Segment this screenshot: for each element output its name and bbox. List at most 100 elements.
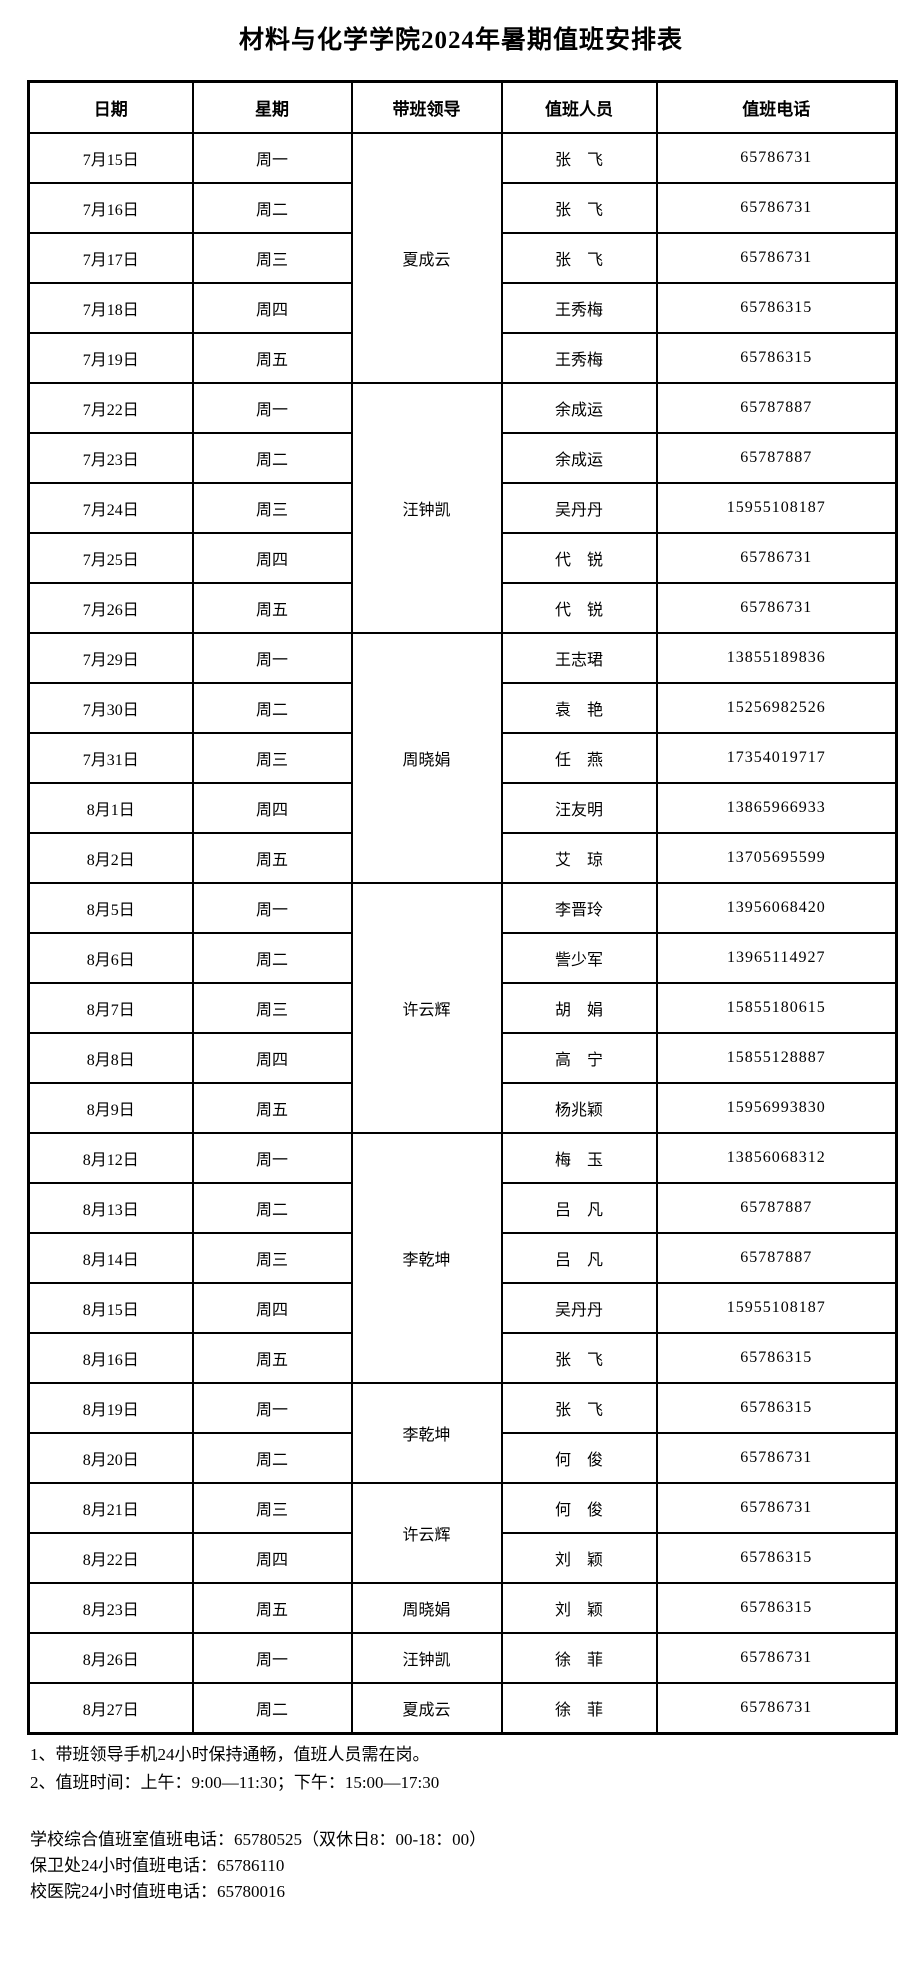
cell-phone: 13956068420 <box>655 882 898 934</box>
note-line-2: 2、值班时间：上午：9:00—11:30；下午：15:00—17:30 <box>30 1773 440 1792</box>
cell-phone: 15855128887 <box>655 1032 898 1084</box>
cell-date: 8月19日 <box>27 1382 194 1434</box>
cell-phone: 65787887 <box>655 432 898 484</box>
table-row: 8月7日 周三 胡 娟 15855180615 <box>27 982 898 1034</box>
cell-date: 8月12日 <box>27 1132 194 1184</box>
header-phone: 值班电话 <box>655 80 898 134</box>
cell-leader: 汪钟凯 <box>350 382 503 634</box>
table-row: 8月16日 周五 张 飞 65786315 <box>27 1332 898 1384</box>
table-row: 7月18日 周四 王秀梅 65786315 <box>27 282 898 334</box>
cell-person: 訾少军 <box>500 932 658 984</box>
cell-weekday: 周四 <box>191 1282 353 1334</box>
cell-person: 梅 玉 <box>500 1132 658 1184</box>
cell-date: 7月18日 <box>27 282 194 334</box>
cell-person: 汪友明 <box>500 782 658 834</box>
cell-phone: 13705695599 <box>655 832 898 884</box>
cell-weekday: 周五 <box>191 582 353 634</box>
cell-date: 8月14日 <box>27 1232 194 1284</box>
cell-person: 刘 颖 <box>500 1582 658 1634</box>
contact-line-hospital: 校医院24小时值班电话：65780016 <box>30 1882 285 1901</box>
table-row: 8月8日 周四 高 宁 15855128887 <box>27 1032 898 1084</box>
cell-weekday: 周二 <box>191 182 353 234</box>
cell-weekday: 周一 <box>191 882 353 934</box>
cell-weekday: 周四 <box>191 282 353 334</box>
header-weekday: 星期 <box>191 80 353 134</box>
table-row: 8月26日 周一 汪钟凯徐 菲 65786731 <box>27 1632 898 1684</box>
cell-person: 吕 凡 <box>500 1182 658 1234</box>
cell-phone: 13965114927 <box>655 932 898 984</box>
duty-schedule-table: 日期 星期 带班领导 值班人员 值班电话 7月15日 周一 夏成云张 飞 657867… <box>27 80 898 1735</box>
cell-leader: 周晓娟 <box>350 632 503 884</box>
cell-date: 8月9日 <box>27 1082 194 1134</box>
cell-weekday: 周一 <box>191 1382 353 1434</box>
table-row: 7月24日 周三 吴丹丹 15955108187 <box>27 482 898 534</box>
header-person: 值班人员 <box>500 80 658 134</box>
cell-date: 8月7日 <box>27 982 194 1034</box>
cell-date: 8月22日 <box>27 1532 194 1584</box>
table-row: 8月19日 周一 李乾坤张 飞 65786315 <box>27 1382 898 1484</box>
cell-date: 8月23日 <box>27 1582 194 1634</box>
cell-phone: 65786315 <box>655 332 898 384</box>
table-row: 8月14日 周三 吕 凡 65787887 <box>27 1232 898 1284</box>
cell-weekday: 周一 <box>191 632 353 684</box>
cell-date: 7月16日 <box>27 182 194 234</box>
table-row: 7月22日 周一 汪钟凯 余成运 65787887 <box>27 382 898 634</box>
cell-weekday: 周二 <box>191 682 353 734</box>
table-row: 7月15日 周一 夏成云张 飞 65786731 <box>27 132 898 384</box>
cell-phone: 13856068312 <box>655 1132 898 1184</box>
table-header: 日期 星期 带班领导 值班人员 值班电话 <box>27 80 898 134</box>
cell-phone: 15256982526 <box>655 682 898 734</box>
cell-phone: 13865966933 <box>655 782 898 834</box>
cell-phone: 65786731 <box>655 232 898 284</box>
cell-phone: 65786731 <box>655 132 898 184</box>
cell-phone: 65786731 <box>655 1482 898 1534</box>
cell-weekday: 周二 <box>191 1182 353 1234</box>
cell-person: 徐 菲 <box>500 1632 658 1684</box>
duty-table-body: 7月15日 周一 夏成云张 飞 65786731 7月16日 周二张 飞 65786731 7… <box>27 132 898 1735</box>
cell-weekday: 周二 <box>191 1432 353 1484</box>
cell-person: 余成运 <box>500 382 658 434</box>
cell-phone: 65786731 <box>655 182 898 234</box>
cell-phone: 65786731 <box>655 582 898 634</box>
cell-person: 张 飞 <box>500 1382 658 1434</box>
cell-weekday: 周三 <box>191 982 353 1034</box>
cell-leader: 李乾坤 <box>350 1132 503 1384</box>
cell-person: 张 飞 <box>500 132 658 184</box>
cell-person: 徐 菲 <box>500 1682 658 1735</box>
cell-date: 7月30日 <box>27 682 194 734</box>
cell-date: 8月21日 <box>27 1482 194 1534</box>
cell-weekday: 周四 <box>191 1032 353 1084</box>
table-row: 7月19日 周五 王秀梅 65786315 <box>27 332 898 384</box>
cell-person: 高 宁 <box>500 1032 658 1084</box>
cell-date: 8月27日 <box>27 1682 194 1735</box>
cell-person: 王秀梅 <box>500 282 658 334</box>
table-row: 8月5日 周一 许云辉 李晋玲 13956068420 <box>27 882 898 1134</box>
cell-person: 张 飞 <box>500 182 658 234</box>
table-row: 8月23日 周五 周晓娟刘 颖 65786315 <box>27 1582 898 1634</box>
cell-leader: 夏成云 <box>350 1682 503 1735</box>
cell-phone: 65787887 <box>655 1232 898 1284</box>
cell-date: 8月16日 <box>27 1332 194 1384</box>
table-row: 7月26日 周五 代 锐 65786731 <box>27 582 898 634</box>
cell-weekday: 周一 <box>191 382 353 434</box>
table-row: 7月30日 周二 袁 艳 15256982526 <box>27 682 898 734</box>
cell-phone: 15955108187 <box>655 1282 898 1334</box>
table-row: 8月6日 周二 訾少军 13965114927 <box>27 932 898 984</box>
cell-person: 李晋玲 <box>500 882 658 934</box>
cell-date: 8月8日 <box>27 1032 194 1084</box>
cell-leader: 夏成云 <box>350 132 503 384</box>
contacts-block: 学校综合值班室值班电话：65780525（双休日8：00-18：00） 保卫处2… <box>30 1827 909 1905</box>
cell-weekday: 周一 <box>191 1132 353 1184</box>
table-row: 7月29日 周一 周晓娟 王志珺 13855189836 <box>27 632 898 884</box>
table-row: 8月13日 周二 吕 凡 65787887 <box>27 1182 898 1234</box>
cell-person: 杨兆颖 <box>500 1082 658 1134</box>
cell-date: 7月25日 <box>27 532 194 584</box>
cell-phone: 65787887 <box>655 1182 898 1234</box>
cell-date: 8月13日 <box>27 1182 194 1234</box>
cell-weekday: 周二 <box>191 432 353 484</box>
table-row: 8月15日 周四 吴丹丹 15955108187 <box>27 1282 898 1334</box>
table-row: 8月2日 周五 艾 琼 13705695599 <box>27 832 898 884</box>
table-row: 8月21日 周三 许云辉何 俊 65786731 <box>27 1482 898 1584</box>
cell-phone: 13855189836 <box>655 632 898 684</box>
cell-person: 王秀梅 <box>500 332 658 384</box>
